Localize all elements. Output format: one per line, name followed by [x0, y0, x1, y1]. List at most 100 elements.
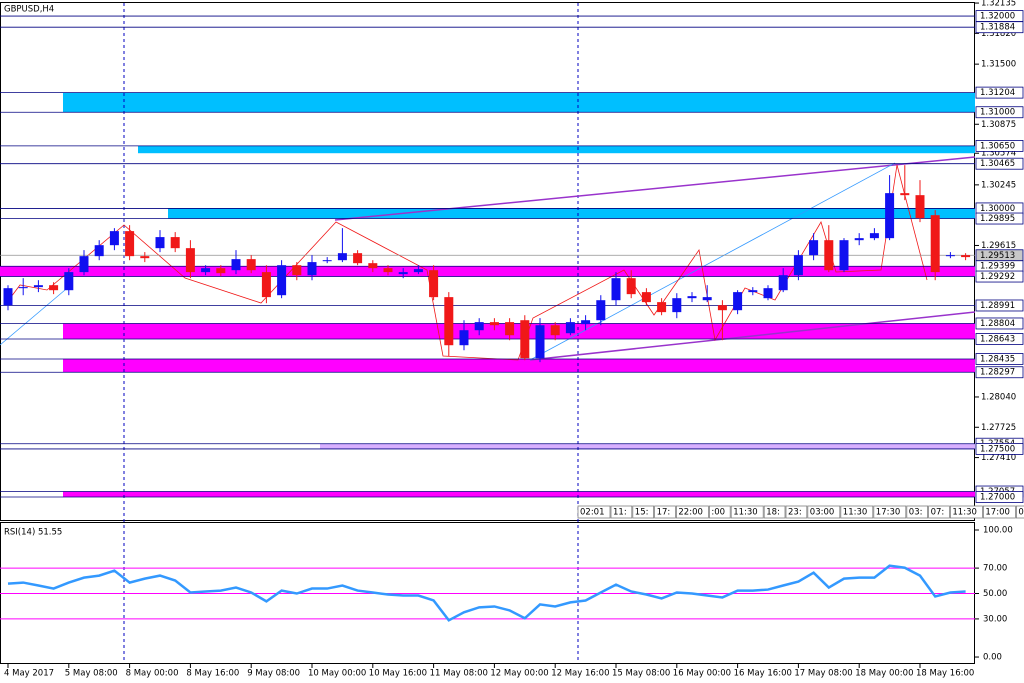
candle-body: [489, 322, 499, 326]
x-tick-label: 11 May 08:00: [430, 669, 488, 679]
level-label: 1.30465: [980, 159, 1015, 169]
candle-body: [398, 272, 408, 275]
time-box: [928, 505, 950, 519]
level-label: 1.28435: [980, 354, 1015, 364]
zone: [138, 145, 975, 154]
time-box-label: 11:: [613, 508, 627, 518]
time-box-label: 17:30: [876, 508, 901, 518]
candle-body: [535, 325, 545, 359]
candle-body: [687, 296, 697, 299]
time-box: [1016, 505, 1024, 519]
x-tick-label: 4 May 2017: [4, 669, 54, 679]
candle-body: [961, 255, 971, 258]
x-tick-label: 16 May 16:00: [734, 669, 792, 679]
candle-body: [611, 278, 621, 301]
time-box: [730, 505, 764, 519]
candle-body: [18, 287, 28, 289]
y-tick-label: 100.00: [983, 525, 1013, 535]
y-tick-label: 30.00: [983, 614, 1007, 624]
y-tick-label: 1.31500: [981, 60, 1016, 70]
x-tick-label: 12 May 16:00: [551, 669, 609, 679]
time-box-label: 03:: [909, 508, 923, 518]
y-tick-label: 1.27410: [981, 453, 1016, 463]
level-label-box: [975, 270, 1024, 283]
y-tick-label: 1.29615: [981, 241, 1016, 251]
level-label: 1.29292: [980, 272, 1015, 282]
level-label-box: [975, 333, 1024, 345]
level-label-box: [975, 353, 1024, 365]
candle-body: [748, 290, 758, 293]
candle-body: [125, 231, 135, 257]
candle-body: [763, 288, 773, 299]
candle-body: [277, 265, 287, 296]
rsi-title: RSI(14) 51.55: [4, 528, 62, 538]
y-tick-label: 1.30875: [981, 120, 1016, 130]
time-box-label: :00: [711, 508, 725, 518]
rsi-panel: [0, 522, 975, 664]
candle-body: [733, 292, 743, 311]
zone: [0, 266, 975, 277]
candle-body: [900, 193, 910, 196]
candle-body: [368, 263, 378, 269]
candle-body: [717, 305, 727, 311]
candle-body: [809, 240, 819, 256]
candle-body: [109, 231, 119, 246]
candle-body: [49, 285, 59, 291]
level-label-box: [975, 140, 1024, 152]
time-box-label: 22:00: [678, 508, 703, 518]
time-box: [873, 505, 907, 519]
candle-body: [581, 320, 591, 325]
level-label-box: [975, 86, 1024, 99]
level-label-box: [975, 299, 1024, 312]
zone: [63, 92, 975, 113]
level-label-box: [975, 317, 1024, 330]
candle-body: [170, 237, 180, 249]
zone: [63, 323, 975, 339]
candle-body: [64, 272, 74, 291]
time-box: [906, 505, 928, 519]
time-box-label: 11:30: [843, 508, 868, 518]
time-box: [763, 505, 786, 519]
candle-body: [520, 320, 530, 359]
candle-body: [185, 248, 195, 273]
x-tick-label: 5 May 08:00: [65, 669, 118, 679]
candle-body: [353, 253, 363, 264]
time-box-label: 07:: [931, 508, 945, 518]
level-label: 1.30000: [980, 204, 1015, 214]
time-box-label: 07:: [1018, 508, 1024, 518]
zone: [63, 491, 975, 498]
x-tick-label: 12 May 00:00: [490, 669, 548, 679]
level-label-box: [975, 157, 1024, 170]
x-tick-label: 18 May 16:00: [916, 669, 974, 679]
x-tick-label: 10 May 16:00: [369, 669, 427, 679]
time-box-label: 18:: [766, 508, 780, 518]
candle-body: [322, 260, 332, 262]
candle-body: [869, 233, 879, 239]
y-tick-label: 1.31820: [981, 29, 1016, 39]
level-label: 1.29399: [980, 262, 1015, 272]
candle-body: [565, 322, 575, 334]
chart-title: GBPUSD,H4: [4, 5, 54, 15]
time-box-label: 23:: [788, 508, 802, 518]
time-box-label: 15:: [635, 508, 649, 518]
x-tick-label: 17 May 08:00: [794, 669, 852, 679]
candle-body: [702, 297, 712, 301]
candle-body: [793, 255, 803, 276]
level-label: 1.32000: [980, 12, 1015, 22]
y-tick-label: 1.27725: [981, 423, 1016, 433]
time-box: [577, 505, 611, 519]
time-box-label: 17:: [657, 508, 671, 518]
level-label: 1.31204: [980, 88, 1015, 98]
x-tick-label: 8 May 00:00: [126, 669, 179, 679]
level-label-box: [975, 366, 1024, 379]
level-label-box: [975, 491, 1024, 503]
candle-body: [641, 292, 651, 303]
level-label: 1.29513: [980, 251, 1015, 261]
y-tick-label: 50.00: [983, 589, 1007, 599]
level-label-box: [975, 443, 1024, 455]
level-label: 1.29895: [980, 214, 1015, 224]
x-tick-label: 9 May 08:00: [247, 669, 300, 679]
candle-body: [292, 265, 302, 276]
time-box: [654, 505, 676, 519]
